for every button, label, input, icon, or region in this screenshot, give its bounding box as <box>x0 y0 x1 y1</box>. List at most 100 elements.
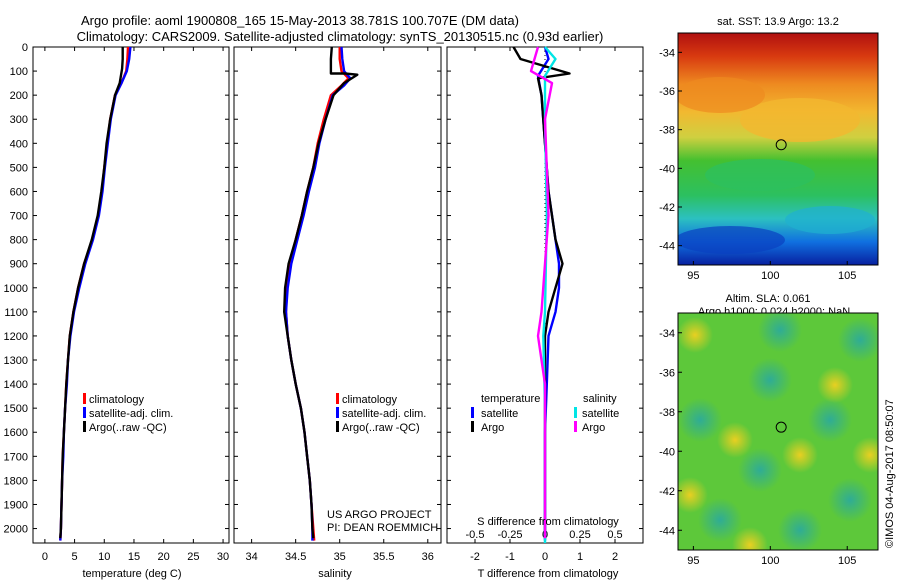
legend-label-satellite: satellite-adj. clim. <box>89 408 173 420</box>
depth-tick-label: 1000 <box>4 283 28 295</box>
x-tick-label: 30 <box>217 551 229 563</box>
map-y-tick-label: -44 <box>659 525 675 537</box>
depth-tick-label: 1100 <box>4 307 28 319</box>
project-annotation-line1: US ARGO PROJECT <box>327 509 432 521</box>
sla-low-patch <box>838 318 878 362</box>
x-tick-label: 35.5 <box>373 551 394 563</box>
legend-label-s-satellite: satellite <box>582 408 619 420</box>
temperature-plot-frame <box>32 46 230 544</box>
x-tick-label: 34.5 <box>285 551 306 563</box>
legend-label-t-argo: Argo <box>481 422 504 434</box>
figure-title-line1: Argo profile: aoml 1900808_165 15-May-20… <box>81 13 519 28</box>
x-tick-label: 10 <box>98 551 110 563</box>
sst-cool-patch <box>705 159 815 191</box>
sla-anomaly-patches <box>678 313 878 550</box>
depth-tick-label: 1200 <box>4 331 28 343</box>
temperature-legend: climatology satellite-adj. clim. Argo(..… <box>83 393 173 434</box>
salinity-axis-label: salinity <box>318 568 352 580</box>
temperature-axis-label: temperature (deg C) <box>82 568 181 580</box>
profile-line-temperature-satellite <box>536 46 561 541</box>
x-tick-label: 25 <box>187 551 199 563</box>
legend-swatch-t-satellite <box>471 407 474 418</box>
depth-tick-label: 200 <box>10 90 28 102</box>
depth-tick-label: 100 <box>10 66 28 78</box>
sla-map-title-line1: Altim. SLA: 0.061 <box>726 293 811 305</box>
depth-tick-label: 900 <box>10 259 28 271</box>
profile-line-argo-raw-qc- <box>59 47 124 539</box>
profile-line-climatology <box>284 47 350 541</box>
legend-heading-temperature: temperature <box>481 393 540 405</box>
depth-tick-label: 500 <box>10 162 28 174</box>
s-tick-label: 0.5 <box>607 529 622 541</box>
depth-tick-label: 1400 <box>4 379 28 391</box>
sla-high-patch <box>678 317 713 353</box>
float-position-marker <box>775 139 787 151</box>
float-position-marker <box>775 421 787 433</box>
map-y-tick-label: -36 <box>659 86 675 98</box>
sla-high-patch <box>817 367 853 403</box>
depth-tick-label: 2000 <box>4 524 28 536</box>
sla-high-patch <box>678 477 708 513</box>
map-x-tick-label: 100 <box>761 270 779 282</box>
legend-label-climatology: climatology <box>89 394 145 406</box>
x-tick-label: 15 <box>128 551 140 563</box>
x-tick-label: 5 <box>72 551 78 563</box>
depth-tick-label: 1500 <box>4 403 28 415</box>
t-difference-axis-label: T difference from climatology <box>478 568 619 580</box>
map-y-tick-label: -40 <box>659 446 675 458</box>
depth-tick-label: 0 <box>22 42 28 54</box>
sla-high-patch <box>852 437 878 473</box>
map-y-tick-label: -36 <box>659 367 675 379</box>
legend-swatch-climatology <box>83 393 86 404</box>
sla-low-patch <box>698 498 742 542</box>
x-tick-label: -2 <box>470 551 480 563</box>
map-x-tick-label: 100 <box>761 555 779 567</box>
sla-high-patch <box>717 422 753 458</box>
s-tick-label: 0.25 <box>569 529 590 541</box>
map-y-tick-label: -34 <box>659 328 675 340</box>
profile-line-temperature-argo <box>512 46 571 539</box>
map-y-tick-label: -38 <box>659 407 675 419</box>
sla-map-axes: 95 100 105 -34 -36 -38 -40 -42 -44 <box>659 328 856 567</box>
legend-label-t-satellite: satellite <box>481 408 518 420</box>
sla-low-patch <box>678 398 722 442</box>
sst-cold-patch <box>678 226 785 254</box>
project-annotation-line2: PI: DEAN ROEMMICH <box>327 522 438 534</box>
depth-tick-label: 1300 <box>4 355 28 367</box>
legend-swatch-satellite <box>336 407 339 418</box>
legend-swatch-argo <box>83 421 86 432</box>
sst-map-frame <box>677 32 879 266</box>
map-y-tick-label: -44 <box>659 241 675 253</box>
x-tick-label: 20 <box>158 551 170 563</box>
map-y-tick-label: -34 <box>659 47 675 59</box>
sla-map-frame <box>677 312 879 551</box>
x-tick-label: 1 <box>577 551 583 563</box>
legend-heading-salinity: salinity <box>583 393 617 405</box>
legend-swatch-climatology <box>336 393 339 404</box>
sla-high-patch <box>732 527 768 550</box>
map-y-tick-label: -38 <box>659 125 675 137</box>
sst-cool-patch <box>785 206 875 234</box>
map-y-tick-label: -40 <box>659 163 675 175</box>
depth-tick-label: 800 <box>10 235 28 247</box>
depth-tick-label: 1600 <box>4 427 28 439</box>
profile-line-satellite-adj-clim- <box>284 46 352 541</box>
sla-low-patch <box>748 358 792 402</box>
sla-low-patch <box>808 398 852 442</box>
sst-warm-patch <box>740 98 860 142</box>
s-tick-label: -0.25 <box>497 529 522 541</box>
depth-tick-label: 1800 <box>4 475 28 487</box>
profile-line-satellite-adj-clim- <box>59 46 132 541</box>
map-y-tick-label: -42 <box>659 486 675 498</box>
legend-swatch-satellite <box>83 407 86 418</box>
x-tick-label: 2 <box>612 551 618 563</box>
lines-layer <box>59 46 571 543</box>
x-tick-label: 0 <box>42 551 48 563</box>
sla-high-patch <box>782 437 818 473</box>
legend-label-argo: Argo(..raw -QC) <box>342 422 420 434</box>
profile-line-argo-raw-qc- <box>283 46 359 539</box>
depth-tick-label: 1700 <box>4 451 28 463</box>
difference-legend: temperature salinity satellite Argo sate… <box>471 393 619 528</box>
credit-stamp: ©IMOS 04-Aug-2017 08:50:07 <box>884 399 896 548</box>
